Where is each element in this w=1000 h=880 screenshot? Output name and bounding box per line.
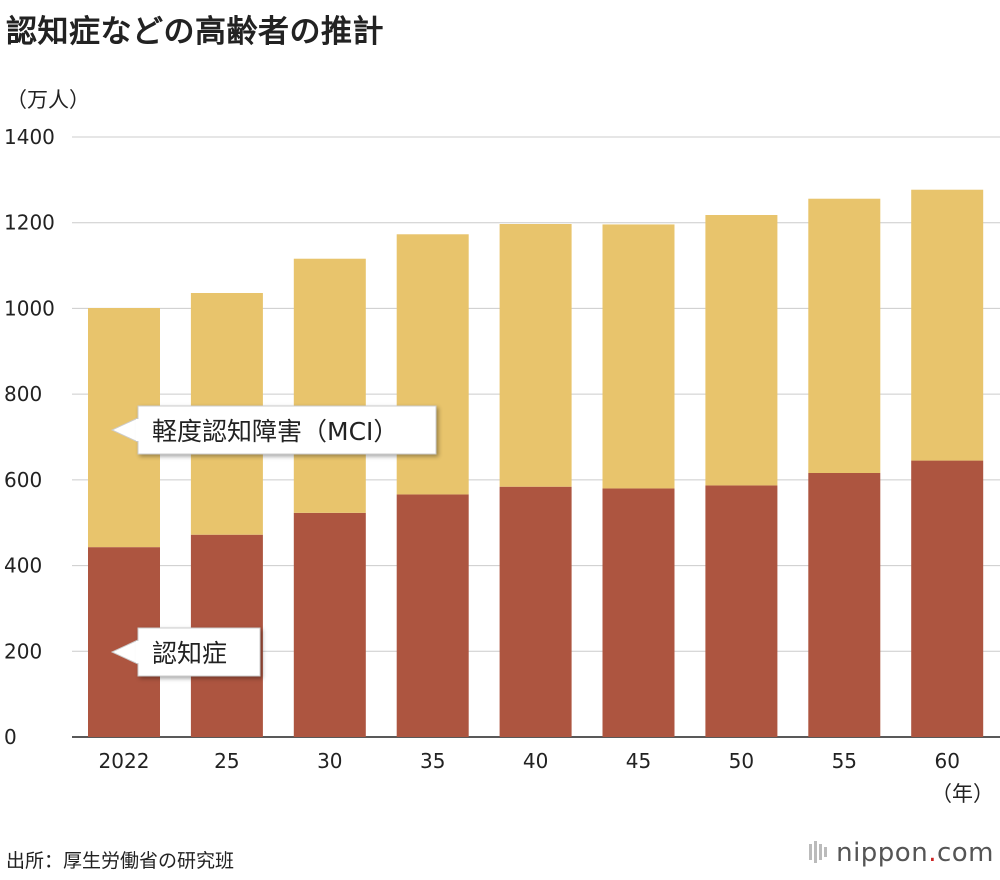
x-tick-label: 35: [420, 749, 445, 773]
x-tick-label: 25: [214, 749, 239, 773]
brand-tld: com: [936, 838, 994, 868]
brand-logo: nippon.com: [808, 838, 994, 868]
mci-callout: 軽度認知障害（MCI）: [110, 405, 437, 455]
brand-name: nippon: [836, 838, 929, 868]
bar-mci: [911, 189, 984, 461]
x-axis-ticks: 2022 25 30 35 40 45 50 55 60: [99, 749, 960, 773]
bar-mci: [396, 234, 469, 495]
brand-dot: .: [928, 838, 937, 868]
y-axis-ticks: 0 200 400 600 800 1000 1200 1400: [4, 125, 55, 749]
dementia-callout-label: 認知症: [152, 639, 227, 668]
bar-dementia: [602, 488, 675, 737]
x-tick-label: 30: [317, 749, 342, 773]
chart-title: 認知症などの高齢者の推計: [6, 14, 384, 50]
x-tick-label: 50: [729, 749, 754, 773]
x-tick-label: 2022: [99, 749, 150, 773]
y-tick-label: 0: [4, 725, 17, 749]
y-tick-label: 1000: [4, 296, 55, 320]
bar-mci: [705, 215, 778, 486]
dementia-callout: 認知症: [110, 627, 261, 677]
x-axis-unit: （年）: [931, 782, 994, 806]
x-tick-label: 60: [934, 749, 959, 773]
y-tick-label: 400: [4, 554, 42, 578]
bar-dementia: [911, 460, 984, 737]
bar-mci: [293, 258, 366, 513]
brand-mark-icon: [809, 841, 828, 863]
bar-dementia: [293, 512, 366, 737]
bar-mci: [499, 224, 572, 487]
bar-dementia: [396, 494, 469, 737]
x-tick-label: 45: [626, 749, 651, 773]
x-tick-label: 40: [523, 749, 548, 773]
y-tick-label: 1200: [4, 211, 55, 235]
y-tick-label: 800: [4, 382, 42, 406]
bar-mci: [602, 224, 675, 489]
y-tick-label: 600: [4, 468, 42, 492]
x-tick-label: 55: [832, 749, 857, 773]
y-tick-label: 200: [4, 639, 42, 663]
bar-dementia: [808, 473, 881, 737]
bar-mci: [808, 198, 881, 473]
bar-dementia: [499, 486, 572, 737]
bar-dementia: [705, 485, 778, 737]
y-tick-label: 1400: [4, 125, 55, 149]
source-note: 出所：厚生労働省の研究班: [6, 850, 235, 872]
mci-callout-label: 軽度認知障害（MCI）: [152, 417, 398, 446]
y-axis-unit: （万人）: [6, 88, 90, 112]
